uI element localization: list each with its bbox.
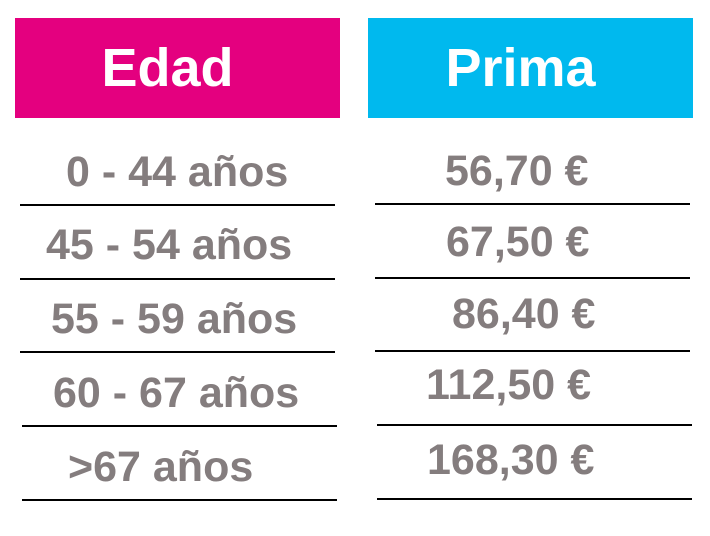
premium-column-header: Prima <box>368 18 693 118</box>
age-cell: 45 - 54 años <box>46 220 293 269</box>
age-column-header: Edad <box>15 18 340 118</box>
premium-cell: 112,50 € <box>426 360 592 409</box>
row-divider <box>375 277 690 279</box>
row-divider <box>377 424 692 426</box>
premium-cell: 168,30 € <box>427 435 595 484</box>
age-cell: 55 - 59 años <box>51 294 298 343</box>
row-divider <box>22 499 337 501</box>
row-divider <box>20 278 335 280</box>
row-divider <box>377 498 692 500</box>
row-divider <box>20 204 335 206</box>
premium-cell: 67,50 € <box>446 217 590 266</box>
premium-cell: 86,40 € <box>452 289 596 338</box>
row-divider <box>375 203 690 205</box>
age-cell: >67 años <box>68 442 254 491</box>
age-cell: 60 - 67 años <box>53 368 300 417</box>
age-cell: 0 - 44 años <box>66 147 289 196</box>
premium-header-label: Prima <box>445 38 596 98</box>
age-header-label: Edad <box>101 38 234 98</box>
row-divider <box>375 350 690 352</box>
premium-cell: 56,70 € <box>445 146 589 195</box>
row-divider <box>22 425 337 427</box>
row-divider <box>20 351 335 353</box>
